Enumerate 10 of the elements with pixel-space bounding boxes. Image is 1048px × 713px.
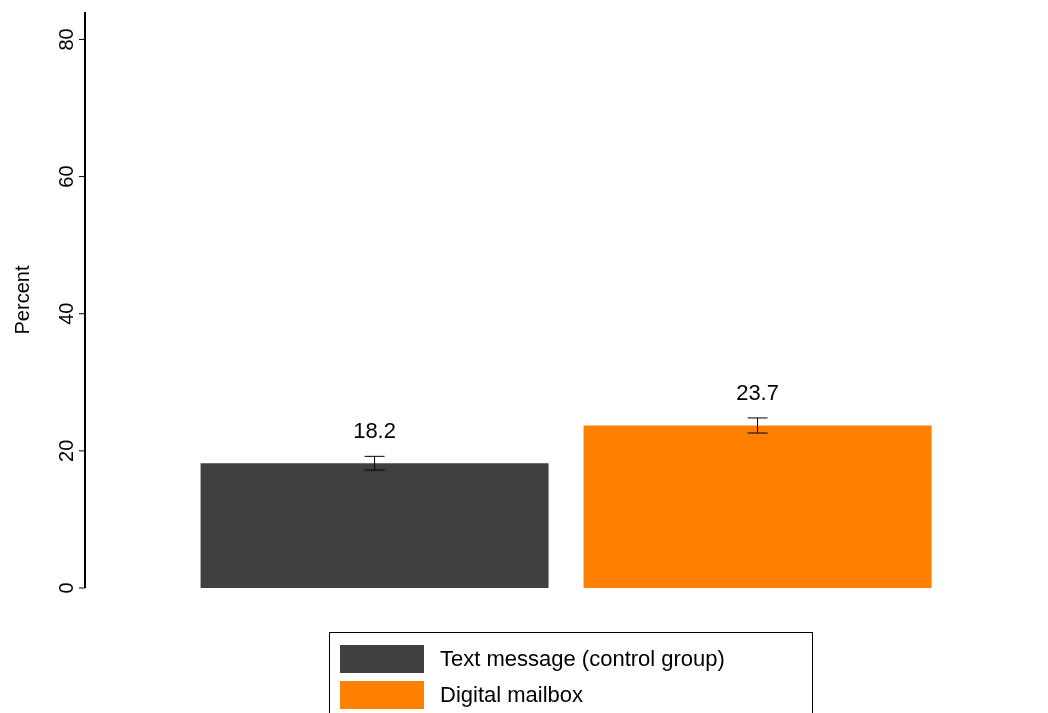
data-label: 23.7 bbox=[736, 379, 779, 405]
legend-label: Text message (control group) bbox=[440, 646, 725, 672]
data-label: 18.2 bbox=[353, 418, 396, 444]
y-axis-title: Percent bbox=[11, 265, 34, 335]
y-tick-label: 80 bbox=[55, 28, 77, 51]
y-tick-label: 20 bbox=[55, 439, 77, 462]
y-tick-label: 0 bbox=[55, 582, 77, 594]
legend-label: Digital mailbox bbox=[440, 682, 584, 708]
y-tick-label: 60 bbox=[55, 165, 77, 188]
y-tick-label: 40 bbox=[55, 302, 77, 325]
